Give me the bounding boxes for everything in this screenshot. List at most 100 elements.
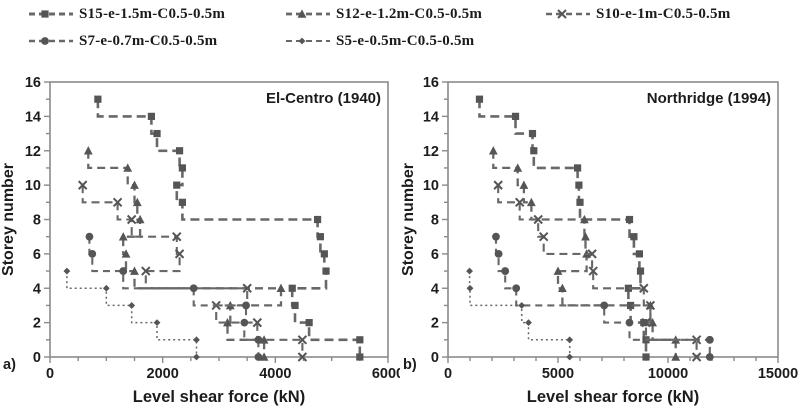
triangle-legend-icon [297, 9, 307, 18]
y-axis-title: Storey number [400, 163, 417, 276]
x-marker-icon [645, 300, 656, 311]
x-marker-icon [493, 180, 503, 190]
square-marker-icon [313, 215, 322, 224]
square-marker-icon [530, 147, 538, 155]
square-marker-icon [305, 319, 313, 327]
circle-marker-icon [254, 353, 263, 361]
square-marker-icon [147, 112, 155, 120]
square-marker-icon [356, 336, 364, 344]
square-marker-icon [625, 215, 634, 224]
triangle-marker-icon [130, 266, 139, 275]
circle-legend-icon [41, 37, 49, 45]
y-tick-label: 14 [25, 109, 41, 125]
legend-label: S15-e-1.5m-C0.5-0.5m [79, 5, 226, 22]
x-tick-label: 15000 [758, 366, 798, 382]
small-diamond-marker-icon [525, 319, 532, 327]
square-marker-icon [627, 301, 635, 310]
x-marker-icon [126, 214, 137, 225]
square-marker-icon [291, 301, 299, 310]
small-diamond-marker-icon [193, 336, 200, 344]
triangle-marker-icon [526, 197, 536, 207]
square-marker-icon [511, 112, 520, 120]
series-s12 [83, 146, 286, 361]
legend-label: S5-e-0.5m-C0.5-0.5m [336, 32, 475, 49]
y-tick-label: 2 [431, 316, 439, 332]
square-marker-icon [475, 95, 484, 103]
x-tick-label: 0 [444, 366, 452, 382]
small-diamond-marker-icon [466, 267, 473, 275]
series-s15 [475, 95, 650, 361]
x-marker-icon [252, 317, 263, 328]
y-tick-label: 6 [431, 247, 439, 263]
x-marker-icon [587, 249, 597, 259]
y-tick-label: 12 [423, 144, 439, 160]
small-diamond-marker-icon [153, 319, 161, 327]
x-marker-icon [538, 231, 549, 242]
y-tick-label: 8 [431, 213, 439, 229]
y-tick-label: 4 [431, 281, 439, 297]
circle-marker-icon [705, 353, 714, 361]
triangle-marker-icon [488, 146, 498, 155]
small-diamond-marker-icon [518, 302, 526, 309]
series-line [81, 185, 304, 357]
circle-marker-icon [501, 267, 510, 275]
triangle-marker-icon [581, 232, 590, 241]
square-marker-icon [640, 319, 648, 327]
y-tick-label: 8 [33, 213, 41, 229]
triangle-marker-icon [135, 214, 145, 224]
circle-marker-icon [242, 301, 250, 310]
square-marker-icon [288, 284, 296, 292]
circle-marker-icon [625, 318, 634, 327]
series-s10 [493, 180, 702, 362]
panel-letter: a) [3, 357, 16, 373]
x-marker-icon [141, 266, 151, 276]
x-marker-icon [297, 352, 308, 362]
triangle-marker-icon [648, 318, 657, 327]
x-marker-icon [515, 197, 525, 208]
circle-marker-icon [512, 284, 521, 293]
circle-marker-icon [254, 335, 263, 344]
panel-annotation: Northridge (1994) [647, 90, 771, 107]
x-marker-icon [77, 180, 88, 190]
legend-swatch [286, 9, 330, 18]
triangle-marker-icon [558, 283, 567, 293]
series-line [468, 271, 571, 357]
circle-marker-icon [85, 232, 94, 241]
series-line [478, 99, 648, 357]
triangle-marker-icon [118, 232, 128, 241]
x-axis-title: Level shear force (kN) [133, 388, 305, 406]
y-tick-label: 14 [423, 109, 439, 125]
small-diamond-marker-icon [566, 336, 574, 344]
triangle-marker-icon [130, 180, 139, 189]
legend-label: S12-e-1.2m-C0.5-0.5m [336, 5, 483, 22]
x-tick-label: 5000 [542, 366, 574, 382]
series-line [88, 236, 260, 357]
legend-swatch [546, 9, 590, 19]
square-marker-icon [320, 250, 328, 258]
triangle-marker-icon [580, 214, 589, 224]
panel-letter: b) [403, 357, 417, 373]
square-marker-icon [316, 233, 324, 241]
triangle-marker-icon [513, 163, 523, 172]
x-marker-icon [172, 231, 182, 242]
circle-marker-icon [88, 249, 97, 258]
series-line [66, 271, 198, 357]
square-legend-icon [41, 10, 49, 18]
x-marker-icon [112, 197, 123, 208]
y-tick-label: 0 [431, 350, 439, 366]
square-marker-icon [153, 129, 161, 138]
triangle-marker-icon [123, 163, 133, 172]
triangle-marker-icon [121, 249, 131, 258]
x-tick-label: 2000 [147, 366, 179, 382]
small-diamond-marker-icon [193, 353, 200, 361]
chart-panel-a: 0 2 4 6 8 10 12 14 16 0 2000 4000 6000 Level shear fo… [0, 75, 400, 406]
legend-item-s12: S12-e-1.2m-C0.5-0.5m [285, 4, 482, 24]
square-marker-icon [94, 95, 102, 103]
x-marker-icon [588, 266, 598, 276]
y-tick-label: 10 [423, 178, 439, 194]
legend-item-s7: S7-e-0.7m-C0.5-0.5m [28, 31, 217, 51]
x-marker-icon [297, 335, 308, 345]
series-s12 [488, 146, 681, 361]
panel-annotation: El-Centro (1940) [266, 90, 381, 107]
